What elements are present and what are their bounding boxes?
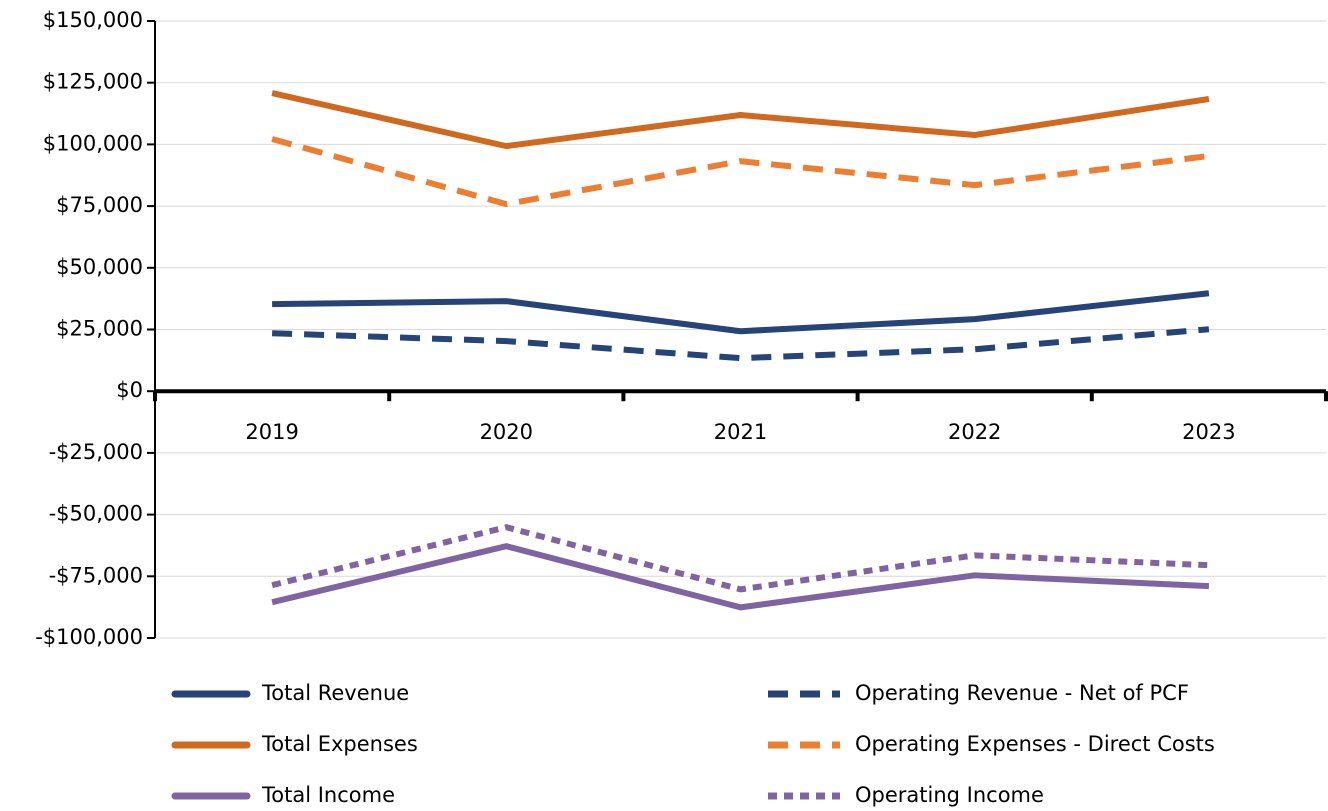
y-tick-label: $125,000 [43, 70, 143, 94]
y-tick-label: -$25,000 [49, 440, 143, 464]
legend-label: Total Income [261, 783, 395, 807]
y-tick-label: -$100,000 [35, 625, 143, 649]
legend-label: Operating Income [855, 783, 1044, 807]
series-line [271, 524, 1210, 593]
x-tick-label: 2023 [1182, 420, 1235, 444]
y-tick-label: -$75,000 [49, 563, 143, 587]
legend-label: Total Revenue [261, 681, 409, 705]
y-tick-label: $150,000 [43, 8, 143, 32]
y-tick-label: $100,000 [43, 131, 143, 155]
x-tick-label: 2021 [714, 420, 767, 444]
series-line [271, 90, 1210, 150]
legend-label: Operating Expenses - Direct Costs [855, 732, 1215, 756]
x-tick-label: 2022 [948, 420, 1001, 444]
y-tick-label: -$50,000 [49, 502, 143, 526]
series-line [272, 290, 1210, 335]
x-tick-label: 2020 [480, 420, 533, 444]
series-line [271, 136, 1210, 208]
y-tick-label: $50,000 [56, 255, 143, 279]
x-tick-label: 2019 [245, 420, 298, 444]
y-tick-label: $25,000 [56, 317, 143, 341]
series-line [271, 326, 1210, 362]
y-tick-label: $0 [116, 378, 143, 402]
y-tick-label: $75,000 [56, 193, 143, 217]
legend-label: Operating Revenue - Net of PCF [855, 681, 1189, 705]
series-line [271, 543, 1210, 611]
legend-label: Total Expenses [261, 732, 418, 756]
